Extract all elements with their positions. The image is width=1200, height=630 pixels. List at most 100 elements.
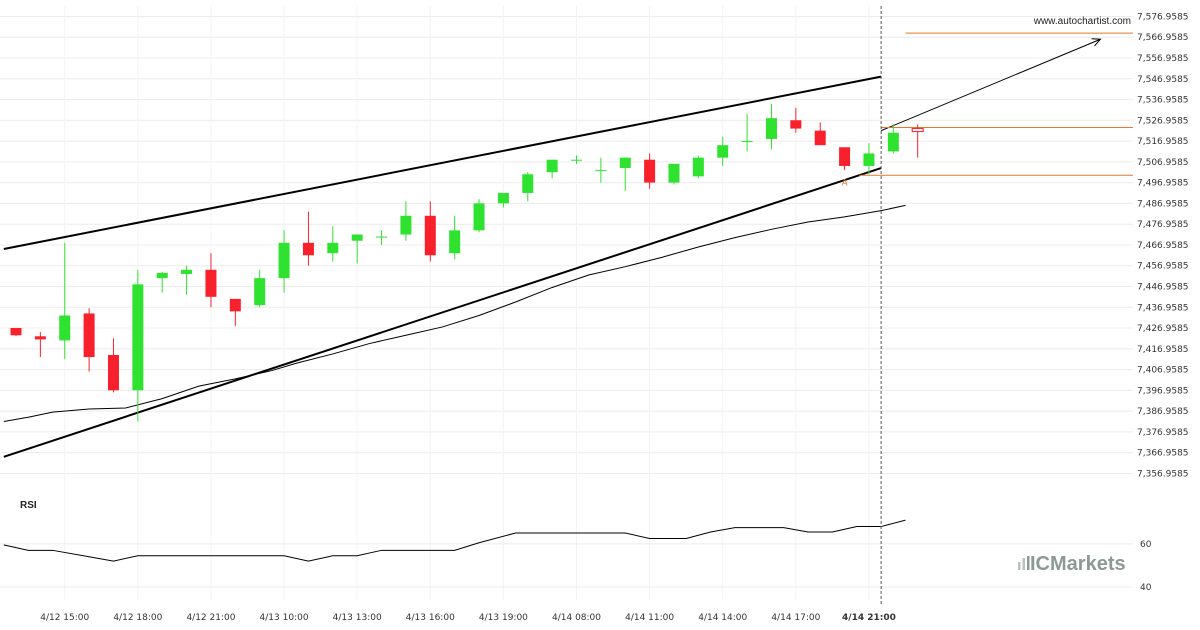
candle <box>473 199 485 233</box>
candle-body <box>376 236 388 238</box>
candle <box>156 271 168 293</box>
candle <box>278 230 290 293</box>
price-tick-label: 7,536.9585 <box>1137 96 1189 106</box>
price-tick-label: 7,546.9585 <box>1137 75 1189 85</box>
candle <box>59 242 71 360</box>
candle <box>911 124 924 158</box>
price-tick-label: 7,356.9585 <box>1137 469 1189 479</box>
candle <box>595 157 607 183</box>
candle-body <box>741 141 753 143</box>
watermark-url[interactable]: www.autochartist.com <box>1033 16 1131 27</box>
price-tick-label: 7,476.9585 <box>1137 220 1189 230</box>
time-tick-label: 4/14 17:00 <box>771 613 820 623</box>
candle-body <box>668 163 680 183</box>
time-tick-label: 4/13 19:00 <box>479 613 528 623</box>
candle <box>181 265 193 295</box>
price-tick-label: 7,406.9585 <box>1137 366 1189 376</box>
candle <box>839 147 851 171</box>
candle-body <box>107 354 119 391</box>
candle <box>400 201 412 241</box>
price-tick-label: 7,496.9585 <box>1137 179 1189 189</box>
price-tick-label: 7,376.9585 <box>1137 428 1189 438</box>
candle-body <box>790 120 802 129</box>
candle-body <box>229 298 241 312</box>
candle-body <box>156 272 168 279</box>
candle <box>205 253 217 308</box>
candle-body <box>327 242 339 254</box>
candle-body <box>887 132 899 152</box>
candle <box>302 211 314 266</box>
candle-body <box>839 147 851 166</box>
price-tick-label: 7,506.9585 <box>1137 158 1189 168</box>
candle-body <box>83 313 95 358</box>
candle <box>863 143 875 175</box>
candle <box>424 201 436 262</box>
candle-body <box>546 159 558 173</box>
time-tick-label: 4/14 08:00 <box>552 613 601 623</box>
brand-logo: ICMarkets <box>1018 553 1126 575</box>
upper-trendline <box>3 75 882 251</box>
candle <box>327 226 339 262</box>
candle-body <box>814 130 826 146</box>
candle-body <box>181 269 193 274</box>
candle-body <box>595 170 607 172</box>
time-tick-label: 4/14 21:00 <box>842 613 896 623</box>
price-tick-label: 7,466.9585 <box>1137 241 1189 251</box>
candle-body <box>10 327 22 336</box>
candle <box>10 327 22 337</box>
candle-body <box>302 242 314 256</box>
candle <box>814 122 826 146</box>
candle-body <box>278 242 290 279</box>
candle <box>692 155 704 179</box>
candle <box>351 234 363 264</box>
point-label-a: A <box>842 177 848 187</box>
candle-body <box>692 157 704 177</box>
candle <box>522 172 534 202</box>
candle-body <box>717 145 729 158</box>
candle <box>229 298 241 326</box>
price-tick-label: 7,486.9585 <box>1137 199 1189 209</box>
candle-body <box>34 336 46 340</box>
price-tick-label: 7,576.9585 <box>1137 12 1189 22</box>
time-tick-label: 4/14 14:00 <box>698 613 747 623</box>
time-axis: 4/12 15:00 4/12 18:00 4/12 21:00 4/13 10:00… <box>40 613 896 623</box>
time-tick-label: 4/13 16:00 <box>406 613 455 623</box>
price-axis: 7,576.9585 7,566.9585 7,556.9585 7,546.9585… <box>1137 12 1189 479</box>
candle <box>376 230 388 245</box>
lower-trendline <box>3 167 882 458</box>
time-tick-label: 4/13 10:00 <box>260 613 309 623</box>
price-tick-label: 7,436.9585 <box>1137 303 1189 313</box>
rsi-grid <box>0 543 1133 588</box>
price-tick-label: 7,456.9585 <box>1137 262 1189 272</box>
bars-icon <box>1018 556 1030 570</box>
price-tick-label: 7,386.9585 <box>1137 407 1189 417</box>
candle <box>619 157 631 191</box>
rsi-panel <box>3 519 906 562</box>
time-tick-label: 4/12 18:00 <box>113 613 162 623</box>
candle <box>887 124 899 154</box>
candle-body <box>765 118 777 139</box>
price-tick-label: 7,446.9585 <box>1137 283 1189 293</box>
price-tick-label: 7,556.9585 <box>1137 54 1189 64</box>
candle <box>790 107 802 133</box>
price-tick-label: 7,416.9585 <box>1137 345 1189 355</box>
candle-body <box>911 128 924 133</box>
time-tick-label: 4/12 15:00 <box>40 613 89 623</box>
candle <box>34 332 46 358</box>
price-tick-label: 7,526.9585 <box>1137 116 1189 126</box>
price-tick-label: 7,426.9585 <box>1137 324 1189 334</box>
candle <box>83 308 95 372</box>
time-tick-label: 4/13 13:00 <box>333 613 382 623</box>
time-tick-label: 4/12 21:00 <box>186 613 235 623</box>
candle <box>765 103 777 150</box>
pattern-lines <box>3 38 1102 458</box>
candle-body <box>497 192 509 204</box>
candle-body <box>400 215 412 235</box>
candle-body <box>571 159 583 161</box>
candle-body <box>424 215 436 256</box>
price-levels: A <box>842 32 1133 187</box>
candle <box>717 136 729 166</box>
rsi-line <box>3 519 906 562</box>
candle <box>254 269 266 308</box>
